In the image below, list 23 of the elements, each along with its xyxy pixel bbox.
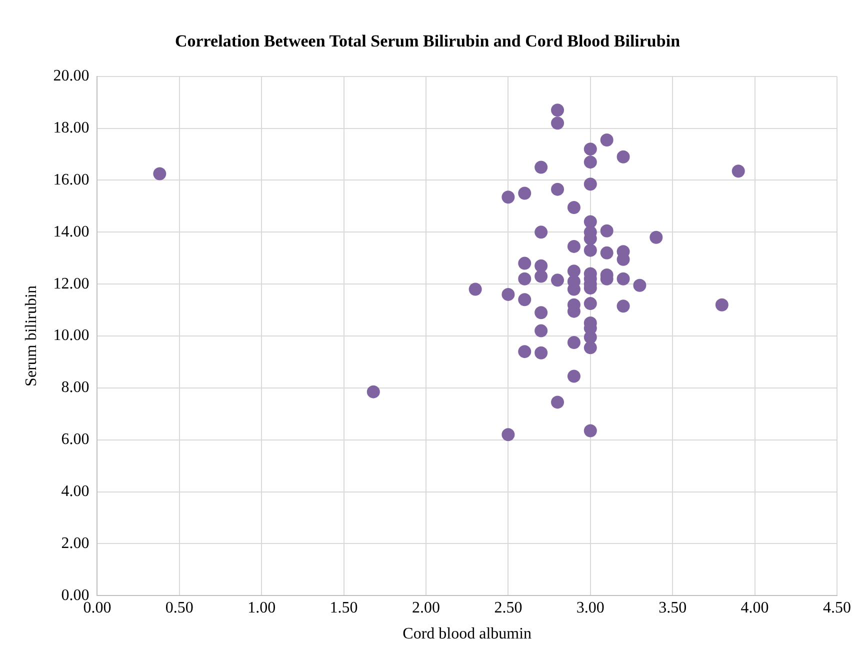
y-tick-label: 4.00 (61, 482, 90, 500)
x-tick-label: 3.00 (576, 599, 604, 616)
y-tick-label: 8.00 (61, 379, 90, 396)
x-tick-label: 0.00 (83, 599, 112, 616)
y-tick-label: 6.00 (61, 431, 90, 448)
y-tick-label: 10.00 (53, 327, 90, 344)
x-tick-label: 4.00 (740, 599, 769, 616)
y-axis-title: Serum bilirubin (22, 286, 40, 386)
chart-title: Correlation Between Total Serum Bilirubin and Cord Blood Bilirubin (174, 32, 681, 51)
y-tick-label: 20.00 (53, 68, 90, 85)
x-tick-label: 1.00 (248, 599, 276, 616)
x-tick-label: 3.50 (658, 599, 687, 616)
y-tick-label: 2.00 (61, 534, 90, 552)
x-tick-label: 0.50 (165, 599, 194, 616)
y-tick-label: 12.00 (53, 275, 90, 292)
y-tick-label: 14.00 (53, 223, 90, 240)
x-tick-label: 2.00 (412, 599, 440, 616)
x-tick-label: 1.50 (330, 599, 358, 616)
x-tick-label: 2.50 (494, 599, 522, 616)
x-axis-title: Cord blood albumin (402, 626, 532, 643)
y-tick-label: 18.00 (53, 120, 90, 137)
x-tick-label: 4.50 (823, 599, 851, 616)
y-tick-label: 16.00 (53, 171, 90, 188)
